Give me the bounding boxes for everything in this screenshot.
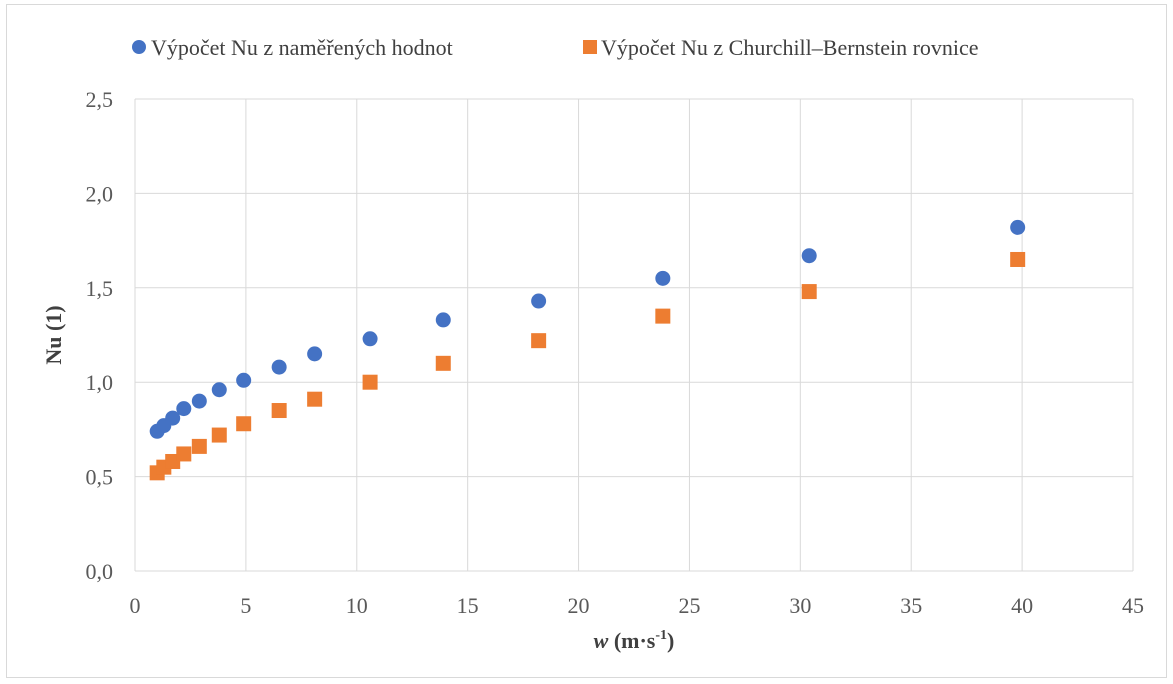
data-point-measured bbox=[435, 312, 451, 328]
data-point-measured bbox=[531, 293, 547, 309]
legend-label-churchill-bernstein: Výpočet Nu z Churchill–Bernstein rovnice bbox=[601, 35, 979, 60]
x-tick-label: 15 bbox=[457, 593, 479, 618]
data-point-churchill-bernstein bbox=[307, 391, 323, 407]
data-point-churchill-bernstein bbox=[271, 403, 287, 419]
legend: Výpočet Nu z naměřených hodnot Výpočet N… bbox=[132, 35, 979, 60]
legend-marker-churchill-bernstein bbox=[583, 40, 597, 54]
legend-label-measured: Výpočet Nu z naměřených hodnot bbox=[151, 35, 453, 60]
data-point-churchill-bernstein bbox=[236, 416, 252, 432]
data-point-measured bbox=[1010, 219, 1026, 235]
grid-lines bbox=[134, 98, 1134, 572]
data-point-churchill-bernstein bbox=[211, 427, 227, 443]
x-tick-label: 10 bbox=[346, 593, 368, 618]
chart-frame bbox=[6, 4, 1167, 678]
data-points bbox=[149, 219, 1026, 481]
data-point-measured bbox=[165, 410, 181, 426]
data-point-measured bbox=[801, 248, 817, 264]
data-point-churchill-bernstein bbox=[362, 374, 378, 390]
x-tick-labels: 0 5 10 15 20 25 30 35 40 45 bbox=[130, 593, 1145, 618]
y-tick-label: 2,0 bbox=[86, 181, 114, 206]
data-point-churchill-bernstein bbox=[531, 333, 547, 349]
y-tick-labels: 0,0 0,5 1,0 1,5 2,0 2,5 bbox=[86, 87, 114, 584]
data-point-churchill-bernstein bbox=[1010, 251, 1026, 267]
data-point-measured bbox=[176, 401, 192, 417]
x-tick-label: 0 bbox=[130, 593, 141, 618]
data-point-measured bbox=[236, 372, 252, 388]
x-tick-label: 5 bbox=[240, 593, 251, 618]
x-tick-label: 30 bbox=[789, 593, 811, 618]
y-tick-label: 0,5 bbox=[86, 465, 114, 490]
data-point-measured bbox=[191, 393, 207, 409]
y-axis-title: Nu (1) bbox=[41, 305, 66, 364]
y-tick-label: 2,5 bbox=[86, 87, 114, 112]
x-tick-label: 35 bbox=[900, 593, 922, 618]
y-tick-label: 1,5 bbox=[86, 276, 114, 301]
x-tick-label: 45 bbox=[1122, 593, 1144, 618]
data-point-measured bbox=[211, 382, 227, 398]
data-point-measured bbox=[307, 346, 323, 362]
x-tick-label: 20 bbox=[568, 593, 590, 618]
y-tick-label: 0,0 bbox=[86, 559, 114, 584]
data-point-measured bbox=[655, 270, 671, 286]
x-axis-title: w (m·s-1) bbox=[594, 628, 675, 653]
legend-marker-measured bbox=[132, 40, 146, 54]
data-point-measured bbox=[271, 359, 287, 375]
x-tick-label: 40 bbox=[1011, 593, 1033, 618]
data-point-churchill-bernstein bbox=[176, 446, 192, 462]
data-point-churchill-bernstein bbox=[655, 308, 671, 324]
data-point-churchill-bernstein bbox=[435, 355, 451, 371]
y-tick-label: 1,0 bbox=[86, 370, 114, 395]
x-tick-label: 25 bbox=[678, 593, 700, 618]
data-point-churchill-bernstein bbox=[191, 438, 207, 454]
data-point-measured bbox=[362, 331, 378, 347]
data-point-churchill-bernstein bbox=[801, 284, 817, 300]
